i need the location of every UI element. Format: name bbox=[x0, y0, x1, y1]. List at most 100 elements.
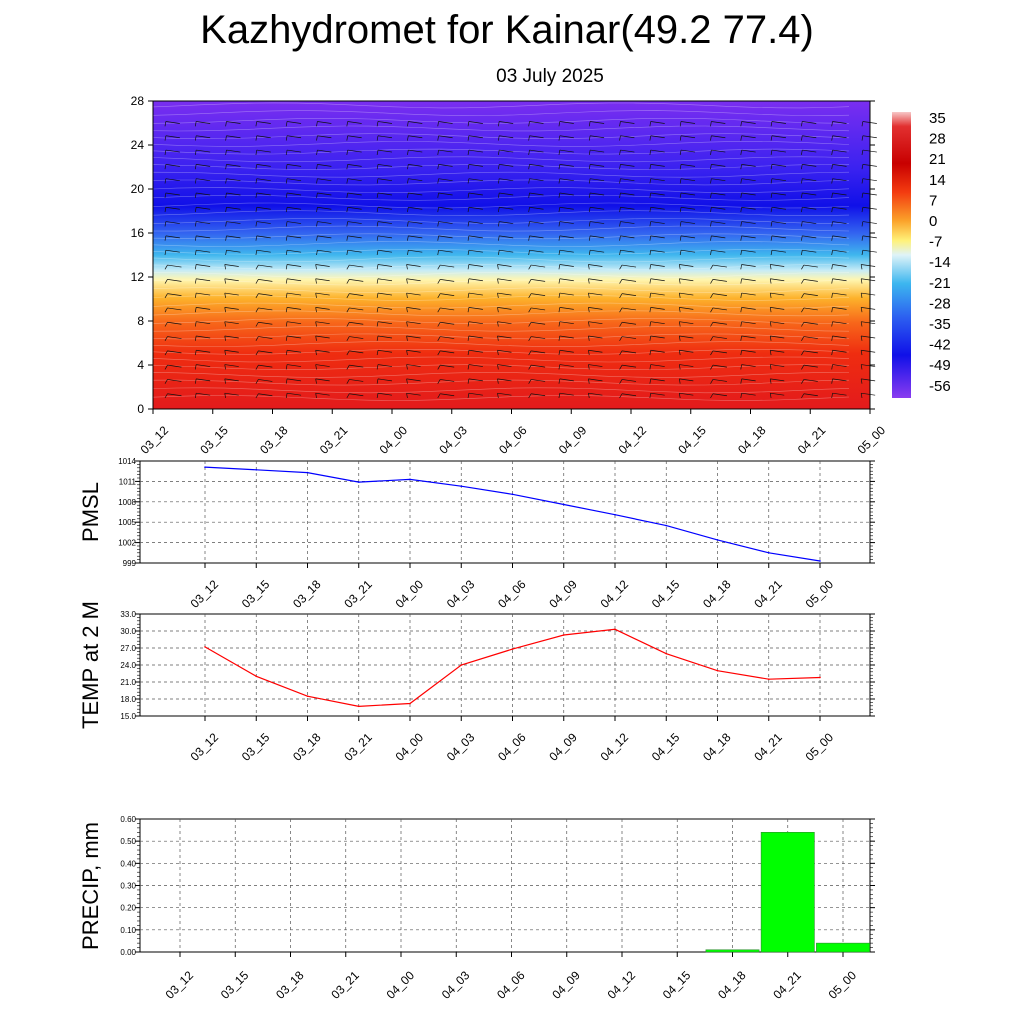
wind-barb-flag bbox=[832, 249, 847, 253]
wind-barb-flag bbox=[559, 149, 574, 153]
colorbar-label: 0 bbox=[929, 213, 937, 230]
wind-barb bbox=[437, 393, 441, 399]
wind-barb-flag bbox=[287, 206, 302, 210]
wind-barb bbox=[831, 321, 833, 327]
wind-barb-flag bbox=[711, 206, 726, 210]
wind-barb-flag bbox=[347, 121, 362, 124]
wind-barb bbox=[224, 293, 226, 298]
wind-barb bbox=[407, 150, 409, 155]
wind-barb bbox=[437, 322, 441, 327]
wind-barb-flag bbox=[529, 249, 544, 253]
wind-barb-flag bbox=[315, 321, 330, 325]
wind-barb bbox=[619, 164, 621, 170]
wind-barb bbox=[619, 135, 621, 141]
colorbar-label: 21 bbox=[929, 151, 946, 168]
wind-barb bbox=[861, 135, 864, 141]
wind-barb bbox=[649, 235, 652, 241]
wind-barb-flag bbox=[258, 364, 273, 368]
wind-barb-flag bbox=[771, 135, 786, 139]
contour-line bbox=[152, 318, 850, 324]
wind-barb-flag bbox=[621, 321, 637, 325]
wind-barb-flag bbox=[832, 149, 847, 153]
wind-barb-flag bbox=[531, 364, 546, 368]
wind-barb-flag bbox=[832, 392, 847, 396]
wind-barb bbox=[346, 279, 350, 284]
plot-frame bbox=[139, 460, 871, 564]
data-point bbox=[819, 560, 821, 562]
wind-barb-flag bbox=[620, 178, 635, 182]
wind-barb bbox=[225, 164, 227, 170]
wind-barb-flag bbox=[650, 121, 665, 124]
wind-barb-flag bbox=[165, 135, 180, 139]
wind-barb-flag bbox=[468, 264, 483, 267]
wind-barb-flag bbox=[832, 364, 847, 367]
wind-barb bbox=[679, 250, 682, 256]
colorbar-label: -56 bbox=[929, 378, 951, 395]
wind-barb bbox=[285, 335, 288, 341]
wind-barb bbox=[316, 235, 318, 241]
wind-barb bbox=[407, 250, 409, 256]
wind-barb-flag bbox=[803, 379, 818, 382]
wind-barb bbox=[194, 307, 197, 313]
wind-barb bbox=[528, 121, 530, 127]
wind-barb bbox=[831, 378, 833, 384]
wind-barb-flag bbox=[621, 379, 637, 382]
wind-barb-flag bbox=[590, 121, 605, 124]
wind-barb bbox=[437, 135, 439, 141]
wind-barb bbox=[740, 178, 742, 184]
wind-barb bbox=[498, 235, 500, 241]
wind-barb-flag bbox=[406, 321, 421, 325]
wind-barb bbox=[678, 293, 681, 298]
wind-barb bbox=[831, 192, 833, 198]
wind-barb-flag bbox=[741, 221, 756, 224]
data-point bbox=[562, 503, 565, 506]
wind-barb-flag bbox=[347, 235, 362, 239]
wind-barb bbox=[649, 135, 652, 141]
wind-barb bbox=[467, 250, 470, 256]
wind-barb bbox=[164, 250, 167, 256]
wind-barb-flag bbox=[529, 135, 544, 139]
contour-line bbox=[152, 110, 850, 116]
wind-barb bbox=[679, 135, 682, 141]
wind-barb-flag bbox=[315, 378, 330, 382]
wind-barb-flag bbox=[650, 292, 665, 296]
wind-barb-flag bbox=[711, 164, 726, 167]
wind-barb bbox=[255, 150, 258, 155]
y-tick-label: 18.0 bbox=[120, 695, 136, 704]
wind-barb-flag bbox=[408, 149, 423, 153]
wind-barb bbox=[285, 393, 288, 399]
wind-barb-flag bbox=[832, 307, 847, 310]
wind-barb-flag bbox=[650, 378, 665, 382]
wind-barb bbox=[376, 264, 379, 270]
wind-barb bbox=[860, 264, 863, 270]
wind-barb-flag bbox=[620, 135, 635, 139]
wind-barb bbox=[588, 150, 591, 155]
wind-barb-flag bbox=[497, 307, 512, 310]
wind-barb bbox=[407, 235, 409, 241]
wind-barb bbox=[437, 336, 441, 341]
wind-barb-flag bbox=[861, 392, 876, 396]
wind-barb bbox=[588, 307, 590, 313]
wind-barb-flag bbox=[377, 292, 393, 296]
wind-barb-flag bbox=[349, 321, 364, 325]
wind-barb bbox=[528, 192, 530, 198]
wind-barb-flag bbox=[559, 307, 574, 310]
wind-barb-flag bbox=[559, 206, 574, 210]
wind-barb bbox=[224, 350, 226, 356]
wind-barb-flag bbox=[287, 292, 302, 296]
wind-barb bbox=[225, 250, 227, 256]
wind-barb-flag bbox=[258, 279, 273, 282]
wind-barb-flag bbox=[226, 249, 241, 253]
data-point bbox=[511, 648, 514, 650]
wind-barb bbox=[649, 393, 652, 399]
wind-barb bbox=[769, 264, 772, 270]
wind-barb-flag bbox=[529, 121, 544, 124]
contour-line bbox=[152, 179, 850, 186]
wind-barb-flag bbox=[317, 164, 332, 167]
wind-barb-flag bbox=[621, 279, 637, 282]
wind-barb-flag bbox=[196, 206, 211, 210]
wind-barb bbox=[860, 293, 863, 298]
wind-barb bbox=[558, 121, 561, 127]
wind-barb-flag bbox=[347, 221, 362, 224]
wind-barb bbox=[315, 278, 317, 284]
